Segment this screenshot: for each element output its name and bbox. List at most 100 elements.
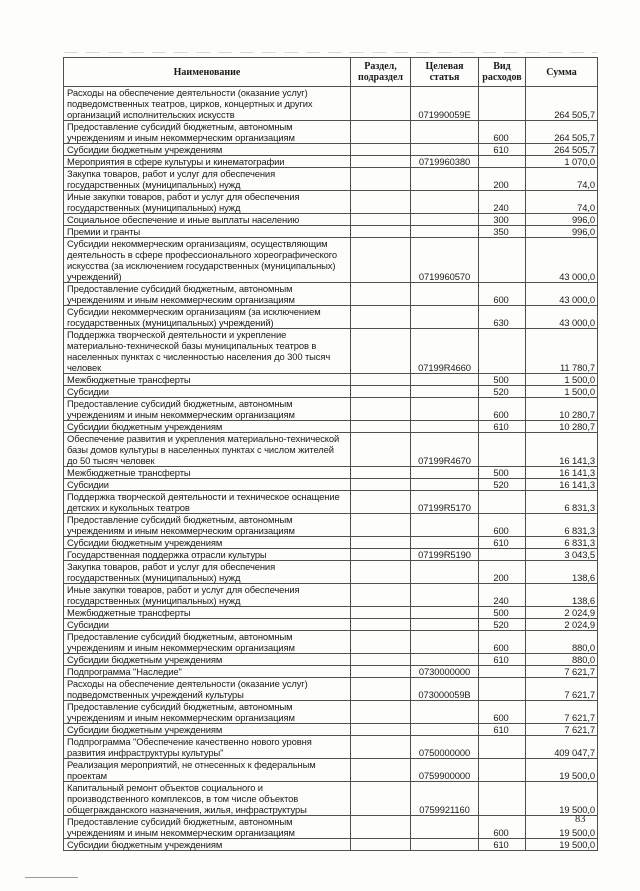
sum-cell: 19 500,0 [525,781,598,816]
expense-type-cell [478,781,526,816]
name-cell: Субсидии [63,478,351,491]
expense-type-cell [478,490,526,514]
name-cell: Субсидии [63,618,351,631]
sum-cell: 996,0 [525,213,598,226]
expense-type-cell: 200 [478,560,526,584]
target-article-cell [410,305,479,329]
target-article-cell [410,700,479,724]
razdel-cell [350,606,411,619]
razdel-cell [350,665,411,678]
name-cell: Субсидии [63,385,351,398]
sum-cell: 6 831,3 [525,490,598,514]
target-article-cell [410,397,479,421]
razdel-cell [350,815,411,839]
table-row: Субсидии бюджетным учреждениям 610 264 505… [63,143,598,156]
sum-cell: 6 831,3 [525,513,598,537]
table-row: Субсидии некоммерческим организациям (за… [63,305,598,329]
sum-cell: 16 141,3 [525,478,598,491]
name-cell: Межбюджетные трансферты [63,466,351,479]
expense-type-cell: 500 [478,606,526,619]
sum-cell: 16 141,3 [525,466,598,479]
target-article-cell [410,213,479,226]
target-article-cell [410,815,479,839]
table-row: Предоставление субсидий бюджетным, автон… [63,120,598,144]
razdel-cell [350,420,411,433]
razdel-cell [350,143,411,156]
expense-type-cell [478,86,526,121]
target-article-cell [410,420,479,433]
expense-type-cell [478,237,526,283]
sum-cell: 74,0 [525,167,598,191]
header-razdel-podrazdel: Раздел, подраздел [350,57,411,87]
table-row: Предоставление субсидий бюджетным, автон… [63,630,598,654]
name-cell: Закупка товаров, работ и услуг для обесп… [63,560,351,584]
expense-type-cell: 610 [478,653,526,666]
sum-cell: 10 280,7 [525,420,598,433]
name-cell: Расходы на обеспечение деятельности (ока… [63,677,351,701]
target-article-cell [410,143,479,156]
sum-cell: 1 070,0 [525,155,598,168]
razdel-cell [350,735,411,759]
razdel-cell [350,305,411,329]
table-row: Реализация мероприятий, не отнесенных к … [63,758,598,782]
razdel-cell [350,618,411,631]
name-cell: Предоставление субсидий бюджетным, автон… [63,120,351,144]
razdel-cell [350,225,411,238]
budget-table: Наименование Раздел, подраздел Целевая с… [63,57,598,851]
table-row: Капитальный ремонт объектов социального … [63,781,598,816]
razdel-cell [350,190,411,214]
target-article-cell [410,653,479,666]
target-article-cell [410,478,479,491]
table-row: Премии и гранты 350 996,0 [63,225,598,238]
expense-type-cell: 600 [478,630,526,654]
target-article-cell [410,385,479,398]
expense-type-cell: 520 [478,618,526,631]
target-article-cell [410,536,479,549]
name-cell: Предоставление субсидий бюджетным, автон… [63,630,351,654]
razdel-cell [350,385,411,398]
name-cell: Предоставление субсидий бюджетным, автон… [63,700,351,724]
sum-cell: 43 000,0 [525,282,598,306]
expense-type-cell [478,735,526,759]
sum-cell: 74,0 [525,190,598,214]
target-article-cell: 073000059B [410,677,479,701]
razdel-cell [350,723,411,736]
header-sum: Сумма [525,57,598,87]
expense-type-cell: 500 [478,466,526,479]
name-cell: Подпрограмма "Обеспечение качественно но… [63,735,351,759]
sum-cell: 1 500,0 [525,385,598,398]
razdel-cell [350,548,411,561]
target-article-cell [410,618,479,631]
table-row: Поддержка творческой деятельности и техн… [63,490,598,514]
sum-cell: 1 500,0 [525,373,598,386]
table-row: Межбюджетные трансферты 500 16 141,3 [63,466,598,479]
table-row: Субсидии бюджетным учреждениям 610 19 500,… [63,838,598,851]
table-row: Субсидии 520 2 024,9 [63,618,598,631]
target-article-cell: 0719960380 [410,155,479,168]
table-row: Обеспечение развития и укрепления матери… [63,432,598,467]
razdel-cell [350,282,411,306]
name-cell: Премии и гранты [63,225,351,238]
name-cell: Иные закупки товаров, работ и услуг для … [63,190,351,214]
target-article-cell [410,723,479,736]
expense-type-cell: 520 [478,385,526,398]
sum-cell: 880,0 [525,630,598,654]
table-row: Социальное обеспечение и иные выплаты на… [63,213,598,226]
table-row: Мероприятия в сфере культуры и кинематог… [63,155,598,168]
razdel-cell [350,536,411,549]
table-header: Наименование Раздел, подраздел Целевая с… [63,57,598,87]
sum-cell: 11 780,7 [525,328,598,374]
expense-type-cell: 500 [478,373,526,386]
target-article-cell: 07199R4660 [410,328,479,374]
razdel-cell [350,120,411,144]
table-row: Расходы на обеспечение деятельности (ока… [63,677,598,701]
sum-cell: 7 621,7 [525,665,598,678]
name-cell: Закупка товаров, работ и услуг для обесп… [63,167,351,191]
target-article-cell [410,373,479,386]
target-article-cell [410,838,479,851]
table-row: Подпрограмма "Наследие" 0730000000 7 621,7 [63,665,598,678]
table-row: Подпрограмма "Обеспечение качественно но… [63,735,598,759]
table-row: Субсидии некоммерческим организациям, ос… [63,237,598,283]
table-row: Межбюджетные трансферты 500 1 500,0 [63,373,598,386]
name-cell: Предоставление субсидий бюджетным, автон… [63,815,351,839]
